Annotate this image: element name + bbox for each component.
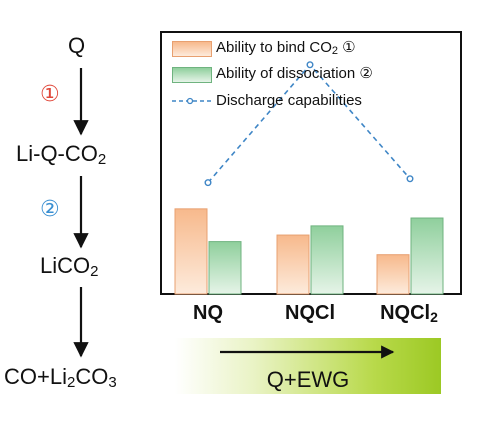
bar-bind-nq [174, 208, 208, 295]
ewg-label: Q+EWG [266, 367, 350, 392]
category-label-nqcl2: NQCl2 [380, 302, 438, 325]
pathway-step-products: CO+Li2CO3 [4, 364, 117, 391]
bar-bind-nqcl2 [376, 254, 410, 295]
legend-label-bind: Ability to bind CO2 ① [216, 39, 356, 57]
legend-swatch-bind [172, 41, 212, 57]
pathway-step-q: Q [68, 33, 86, 58]
legend-swatch-dissociation [172, 67, 212, 83]
discharge-point-nqcl [306, 61, 314, 69]
legend-label-dissociation: Ability of dissociation ② [216, 65, 373, 82]
ewg-gradient-bar [175, 338, 441, 394]
bar-dissociation-nq [208, 241, 242, 295]
pathway-step-lico2: LiCO2 [40, 253, 99, 280]
legend-swatch-discharge [172, 97, 212, 105]
category-label-nqcl: NQCl [285, 302, 335, 324]
pathway-step-li-q-co2: Li-Q-CO2 [16, 141, 107, 168]
discharge-point-nq [204, 179, 212, 187]
legend-label-discharge: Discharge capabilities [216, 92, 362, 109]
bar-dissociation-nqcl2 [410, 217, 444, 295]
category-label-nq: NQ [193, 302, 223, 324]
chart-legend: Ability to bind CO2 ① Ability of dissoci… [168, 38, 458, 118]
bar-dissociation-nqcl [310, 225, 344, 295]
discharge-point-nqcl2 [406, 175, 414, 183]
bar-bind-nqcl [276, 234, 310, 295]
step-marker-1: ① [40, 81, 60, 106]
step-marker-2: ② [40, 196, 60, 221]
